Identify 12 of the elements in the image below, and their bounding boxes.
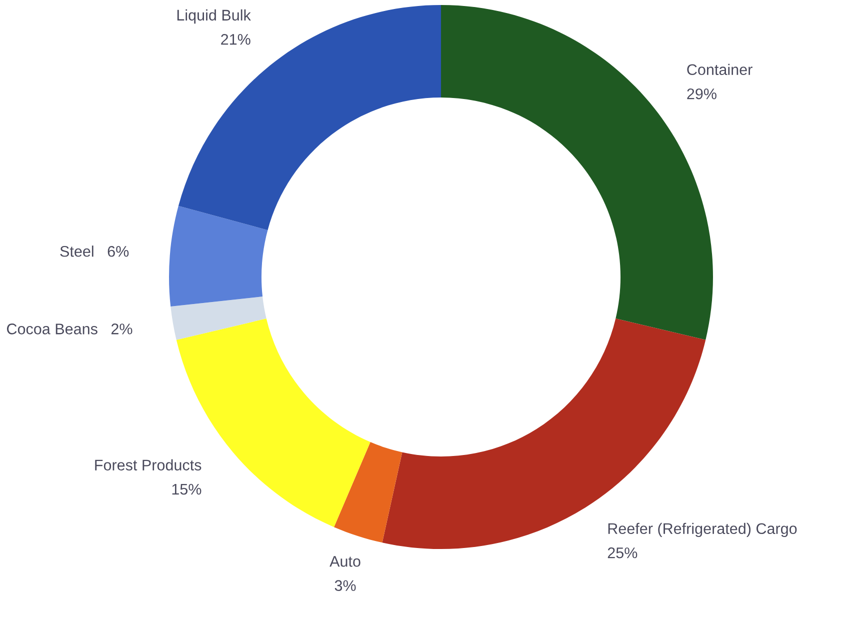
data-label: 3%: [334, 580, 356, 591]
slice-label: Cocoa Beans 2%: [7, 324, 132, 334]
slice-label: Container: [687, 64, 752, 76]
slice-label: Steel 6%: [60, 246, 129, 257]
data-label: 15%: [172, 484, 202, 495]
slice-label: Forest Products: [95, 459, 202, 470]
data-label: 25%: [608, 547, 638, 558]
data-label: 29%: [687, 88, 716, 100]
slice-label: Auto: [330, 556, 360, 567]
slice-label: Reefer (Refrigerated) Cargo: [608, 522, 797, 538]
slice-label: Liquid Bulk: [177, 9, 251, 24]
data-label: 21%: [221, 34, 250, 45]
